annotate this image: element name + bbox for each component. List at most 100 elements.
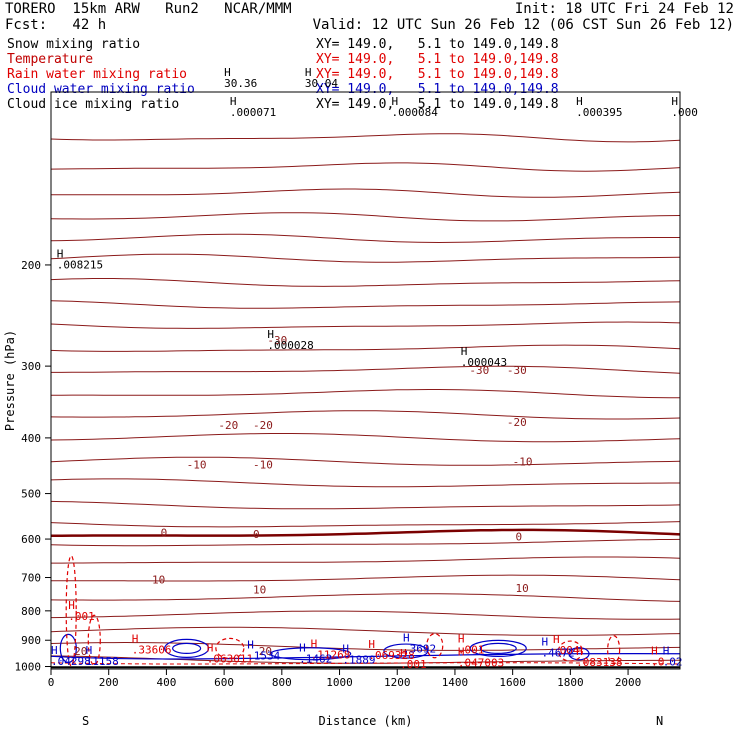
isotherm-label: 10 (516, 582, 529, 595)
isotherm-label: -30 (469, 364, 489, 377)
isotherm-line (50, 162, 681, 172)
cloud-max-label: .3692 (403, 642, 436, 655)
isotherm-line (51, 365, 681, 374)
cloud-water-envelope (50, 653, 681, 660)
south-label: S (82, 714, 89, 728)
isotherm-label: -20 (218, 419, 238, 432)
cloud-water-contour (172, 642, 202, 655)
snow-max-label-h: H (391, 95, 398, 108)
rain-max-label-h: H (400, 647, 407, 660)
rain-contour (87, 614, 101, 666)
rain-max-label-h: H (553, 633, 560, 646)
cloud-max-label-h: H (542, 635, 549, 648)
cloud-max-label: .4672 (542, 646, 575, 659)
rain-max-label-h: H (207, 642, 214, 655)
snow-max-label-h: H (461, 345, 468, 358)
isotherm-line (51, 389, 681, 399)
rain-max-label-h: H (311, 637, 318, 650)
x-axis-title: Distance (km) (319, 714, 413, 728)
y-tick-label: 300 (21, 360, 41, 373)
cloud-max-label-h: H (299, 642, 306, 655)
x-tick-label: 1400 (442, 676, 469, 689)
y-tick-label: 400 (21, 432, 41, 445)
freezing-level-line (51, 528, 681, 537)
north-label: N (656, 714, 663, 728)
model-title: TORERO 15km ARW Run2 NCAR/MMM (5, 1, 292, 17)
rain-max-label-h: H (651, 644, 658, 657)
isotherm-label: 20 (74, 645, 87, 658)
cloud-max-label: .1462 (299, 653, 332, 666)
rain-max-label: .0 (651, 655, 664, 668)
isotherm-line (50, 593, 681, 602)
snow-max-label: .008215 (57, 259, 103, 272)
cloud-water-contour (164, 638, 210, 659)
cloud-max-label-h: H (51, 644, 58, 657)
isotherm-line (50, 300, 681, 309)
cloud-water-contour (270, 647, 352, 661)
isotherm-label: -10 (187, 458, 207, 471)
isotherm-line (50, 478, 680, 488)
snow-max-label: .000028 (267, 339, 313, 352)
x-tick-label: 1200 (384, 676, 411, 689)
isotherm-line (51, 574, 681, 582)
y-tick-label: 900 (21, 634, 41, 647)
rain-contour (607, 635, 621, 665)
x-tick-label: 1800 (557, 676, 584, 689)
snow-max-label-h: H (267, 328, 274, 341)
rain-max-label-h: H (458, 633, 465, 646)
x-tick-label: 1000 (326, 676, 353, 689)
isotherm-line (50, 212, 681, 222)
isotherm-line (50, 521, 681, 528)
isotherm-line (50, 641, 681, 651)
isotherm-label: -20 (253, 419, 273, 432)
isotherm-line (50, 253, 681, 263)
legend-rain-xy: XY= 149.0, 5.1 to 149.0,149.8 (316, 67, 559, 82)
legend-temperature-xy: XY= 149.0, 5.1 to 149.0,149.8 (316, 52, 559, 67)
snow-max-label: 30.04 (305, 77, 338, 90)
isotherm-line (50, 456, 681, 466)
rain-max-label-h: H (68, 599, 75, 612)
cloud-water-contour (469, 639, 527, 658)
isotherm-line (50, 344, 681, 352)
isotherm-label: 20 (259, 645, 272, 658)
snow-max-label-h: H (224, 66, 231, 79)
forecast-hour: Fcst: 42 h (5, 17, 107, 33)
rain-max-label: .083138 (576, 656, 622, 669)
cloud-max-label: 11158 (86, 655, 119, 668)
init-time: Init: 18 UTC Fri 24 Feb 12 (514, 1, 734, 17)
snow-max-label: .000043 (461, 356, 507, 369)
rain-max-label: .063011 (207, 653, 253, 666)
rain-max-label: .001 (458, 644, 485, 657)
cloud-max-label-h: H (247, 639, 254, 652)
rain-max-label-h: H (458, 646, 465, 659)
legend-cloud-ice-name: Cloud ice mixing ratio (7, 97, 180, 112)
snow-max-label: .000084 (391, 106, 438, 119)
legend-snow-name: Snow mixing ratio (7, 37, 141, 52)
snow-max-label: 30.36 (224, 77, 257, 90)
snow-max-label-h: H (230, 95, 237, 108)
snow-max-label-h: H (305, 66, 312, 79)
plot-frame (50, 91, 681, 670)
isotherm-label: -30 (507, 364, 527, 377)
x-tick-label: 0 (48, 676, 55, 689)
isotherm-line (51, 188, 681, 198)
y-axis-title: Pressure (hPa) (3, 330, 17, 431)
cloud-water-contour (479, 642, 517, 655)
isotherm-line (50, 500, 681, 510)
isotherm-label: -10 (253, 458, 273, 471)
isotherm-line (50, 278, 681, 287)
rain-max-label: .047003 (458, 657, 504, 670)
y-tick-label: 800 (21, 605, 41, 618)
isotherm-label: -20 (507, 416, 527, 429)
rain-max-label-h: H (576, 645, 583, 658)
snow-max-label-h: H (576, 95, 583, 108)
x-tick-label: 800 (272, 676, 292, 689)
cloud-max-label-h: H (86, 644, 93, 657)
snow-max-label: .000 (671, 106, 698, 119)
snow-max-label: .000071 (230, 106, 276, 119)
snow-max-label: .000395 (576, 106, 622, 119)
isotherm-line (50, 321, 681, 329)
y-tick-label: 200 (21, 259, 41, 272)
cloud-max-label-h: H (403, 631, 410, 644)
